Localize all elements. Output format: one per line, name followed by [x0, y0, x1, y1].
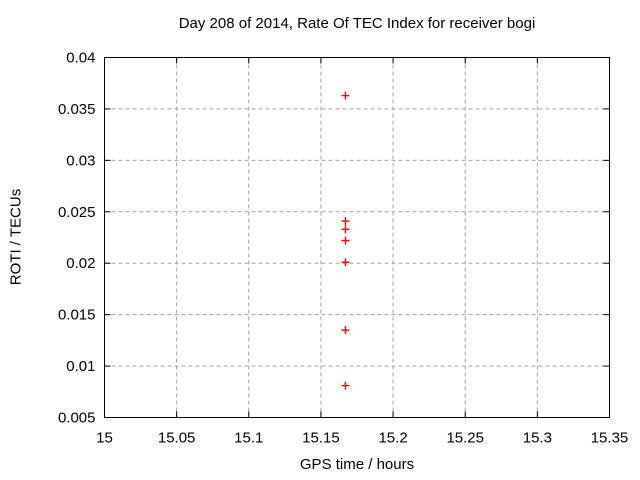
x-tick-label: 15.25 [446, 430, 484, 447]
x-tick-label: 15.1 [234, 430, 263, 447]
y-axis-label: ROTI / TECUs [7, 188, 25, 286]
x-tick-label: 15.2 [378, 430, 407, 447]
y-tick-label: 0.01 [66, 358, 95, 375]
y-tick-label: 0.035 [58, 101, 96, 118]
plot-border [104, 57, 610, 418]
x-axis-label: GPS time / hours [299, 456, 415, 473]
y-tick-label: 0.04 [66, 50, 95, 67]
x-tick-label: 15.15 [302, 430, 340, 447]
chart-title: Day 208 of 2014, Rate Of TEC Index for r… [178, 15, 536, 32]
x-tick-label: 15.05 [158, 430, 196, 447]
y-tick-label: 0.02 [66, 255, 95, 272]
y-tick-label: 0.015 [58, 307, 96, 324]
y-tick-label: 0.025 [58, 204, 96, 221]
x-tick-label: 15.35 [591, 430, 629, 447]
y-tick-label: 0.03 [66, 152, 95, 169]
x-tick-label: 15.3 [523, 430, 552, 447]
y-tick-label: 0.005 [58, 410, 96, 427]
x-tick-label: 15 [96, 430, 113, 447]
